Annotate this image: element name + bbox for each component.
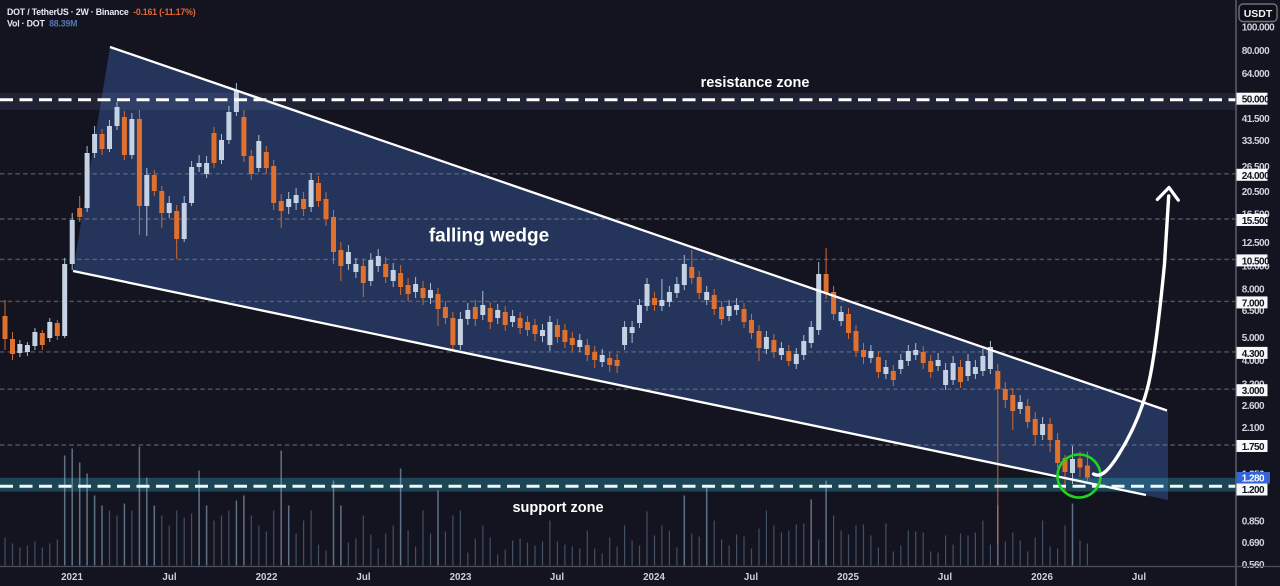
svg-text:6.500: 6.500 [1242, 306, 1265, 317]
svg-text:2021: 2021 [61, 572, 83, 583]
svg-text:0.560: 0.560 [1242, 560, 1265, 571]
svg-text:Jul: Jul [1132, 572, 1146, 583]
svg-text:2022: 2022 [256, 572, 278, 583]
svg-text:2026: 2026 [1031, 572, 1053, 583]
svg-text:1.750: 1.750 [1242, 442, 1265, 453]
svg-text:1.280: 1.280 [1242, 474, 1265, 485]
svg-text:26.500: 26.500 [1242, 162, 1270, 173]
svg-text:64.000: 64.000 [1242, 69, 1270, 80]
svg-text:falling wedge: falling wedge [429, 226, 549, 247]
svg-text:50.000: 50.000 [1242, 95, 1270, 106]
svg-text:support zone: support zone [512, 500, 603, 516]
svg-text:20.500: 20.500 [1242, 187, 1270, 198]
svg-text:2023: 2023 [450, 572, 472, 583]
svg-text:7.000: 7.000 [1242, 298, 1265, 309]
svg-text:0.850: 0.850 [1242, 517, 1265, 528]
svg-text:Jul: Jul [744, 572, 758, 583]
svg-text:100.000: 100.000 [1242, 23, 1275, 34]
svg-text:Jul: Jul [356, 572, 370, 583]
svg-text:10.000: 10.000 [1242, 261, 1270, 272]
svg-text:2025: 2025 [837, 572, 859, 583]
svg-text:8.000: 8.000 [1242, 284, 1265, 295]
svg-text:12.500: 12.500 [1242, 238, 1270, 249]
svg-text:4.300: 4.300 [1242, 349, 1265, 360]
svg-text:0.690: 0.690 [1242, 538, 1265, 549]
svg-text:2.600: 2.600 [1242, 401, 1265, 412]
svg-text:3.000: 3.000 [1242, 386, 1265, 397]
svg-text:2.100: 2.100 [1242, 423, 1265, 434]
svg-text:41.500: 41.500 [1242, 114, 1270, 125]
svg-text:10.500: 10.500 [1242, 256, 1270, 267]
svg-text:4.000: 4.000 [1242, 356, 1265, 367]
svg-text:Jul: Jul [550, 572, 564, 583]
svg-text:80.000: 80.000 [1242, 46, 1270, 57]
svg-text:33.500: 33.500 [1242, 136, 1270, 147]
svg-text:Jul: Jul [162, 572, 176, 583]
svg-text:5.000: 5.000 [1242, 333, 1265, 344]
svg-text:DOT / TetherUS · 2W · Binance: DOT / TetherUS · 2W · Binance -0.161 (-1… [7, 7, 196, 17]
svg-text:15.500: 15.500 [1242, 216, 1270, 227]
svg-text:1.200: 1.200 [1242, 485, 1265, 496]
svg-text:Vol · DOT 88.39M: Vol · DOT 88.39M [7, 19, 77, 29]
svg-text:24.000: 24.000 [1242, 171, 1270, 182]
svg-text:USDT: USDT [1244, 8, 1273, 20]
svg-text:2024: 2024 [643, 572, 665, 583]
svg-text:resistance zone: resistance zone [701, 75, 810, 91]
svg-text:Jul: Jul [938, 572, 952, 583]
